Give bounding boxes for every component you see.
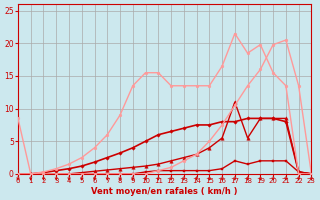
X-axis label: Vent moyen/en rafales ( km/h ): Vent moyen/en rafales ( km/h ) (92, 187, 238, 196)
